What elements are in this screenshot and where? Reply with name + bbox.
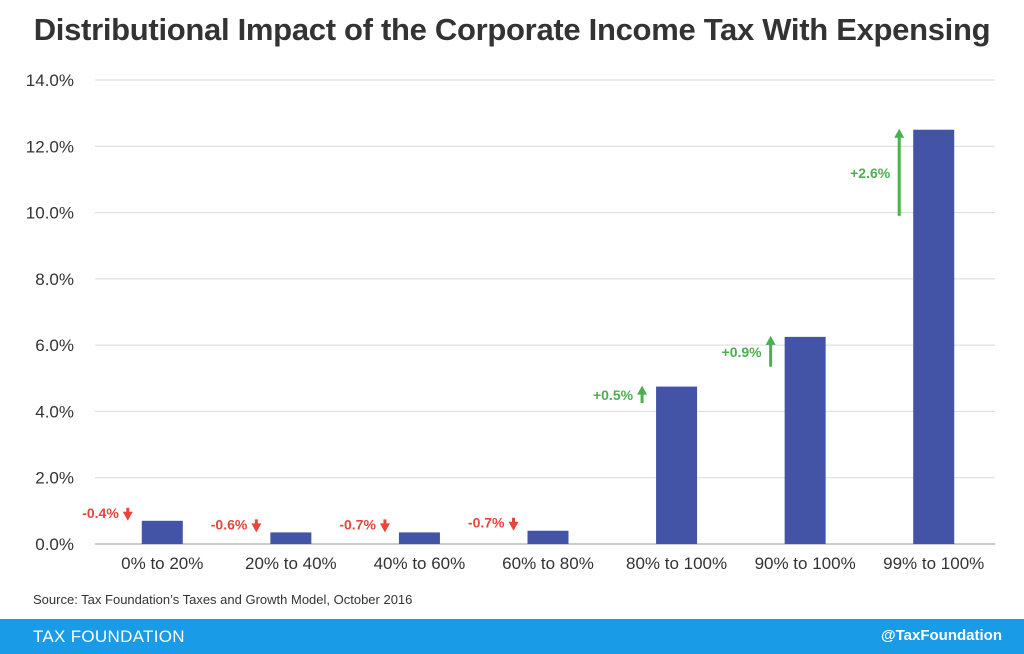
bar	[913, 129, 955, 544]
change-label: -0.4%	[82, 505, 119, 521]
change-label: -0.7%	[468, 515, 505, 531]
y-tick-label: 10.0%	[26, 204, 74, 223]
change-arrow-head	[765, 335, 776, 345]
x-tick-label: 90% to 100%	[755, 554, 856, 573]
footer-brand: TAX FOUNDATION	[33, 627, 185, 646]
chart-title: Distributional Impact of the Corporate I…	[33, 12, 991, 47]
change-arrow-head	[251, 523, 262, 533]
change-arrow-head	[637, 385, 648, 395]
bar	[656, 386, 698, 544]
bar	[270, 532, 312, 544]
change-arrow-head	[508, 521, 519, 531]
y-axis-ticks: 0.0% 2.0% 4.0% 6.0% 8.0% 10.0% 12.0% 14.0%	[26, 71, 74, 554]
bar	[141, 520, 183, 544]
bars	[141, 129, 955, 544]
change-label: +0.9%	[722, 344, 763, 360]
change-label: -0.7%	[339, 516, 376, 532]
change-arrow-head	[122, 511, 133, 521]
source-note: Source: Tax Foundation’s Taxes and Growt…	[33, 592, 413, 607]
y-tick-label: 14.0%	[26, 71, 74, 90]
y-tick-label: 12.0%	[26, 137, 74, 156]
x-tick-label: 20% to 40%	[245, 554, 337, 573]
change-annotations: -0.4% -0.6% -0.7% -0.7% +0.5% +0.9% +2.6%	[82, 128, 905, 533]
change-arrow-head	[379, 523, 390, 533]
bar	[398, 532, 440, 544]
x-axis-ticks: 0% to 20% 20% to 40% 40% to 60% 60% to 80% 8…	[121, 554, 984, 573]
footer-handle: @TaxFoundation	[880, 627, 1002, 644]
y-tick-label: 4.0%	[35, 402, 74, 421]
change-arrow-head	[894, 128, 905, 138]
x-tick-label: 99% to 100%	[883, 554, 984, 573]
y-tick-label: 8.0%	[35, 270, 74, 289]
change-label: +2.6%	[850, 165, 891, 181]
x-tick-label: 0% to 20%	[121, 554, 203, 573]
footer-bar: TAX FOUNDATION @TaxFoundation	[0, 619, 1024, 654]
x-tick-label: 40% to 60%	[374, 554, 466, 573]
bar-chart: 0.0% 2.0% 4.0% 6.0% 8.0% 10.0% 12.0% 14.0% 0% t…	[26, 71, 995, 573]
change-label: -0.6%	[211, 516, 248, 532]
gridlines	[95, 79, 995, 545]
x-tick-label: 60% to 80%	[502, 554, 594, 573]
y-tick-label: 6.0%	[35, 336, 74, 355]
x-tick-label: 80% to 100%	[626, 554, 727, 573]
y-tick-label: 2.0%	[35, 469, 74, 488]
change-label: +0.5%	[593, 387, 634, 403]
bar	[527, 530, 569, 544]
bar	[784, 336, 826, 544]
y-tick-label: 0.0%	[35, 535, 74, 554]
